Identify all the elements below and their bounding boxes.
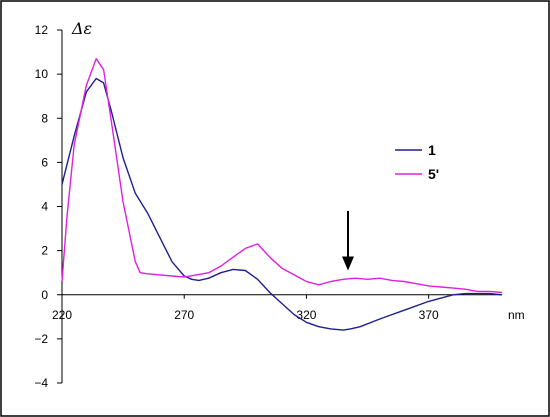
y-tick-label: 2 <box>41 244 48 258</box>
x-axis-ticks: 220 270 320 370 <box>52 294 439 322</box>
x-tick-label: 320 <box>296 308 316 322</box>
legend-label-series-1: 1 <box>428 142 436 158</box>
series-line-5prime <box>61 58 503 294</box>
y-tick-label: 12 <box>35 23 49 37</box>
y-tick-label: 6 <box>41 155 48 169</box>
y-axis-ticks: −4 −2 0 2 4 6 8 10 12 <box>34 23 62 390</box>
x-axis-label: nm <box>508 308 525 322</box>
y-tick-label: 10 <box>35 67 49 81</box>
legend: 1 5' <box>395 142 439 182</box>
arrow-head-icon <box>342 256 354 271</box>
x-tick-label: 270 <box>174 308 194 322</box>
x-tick-label: 370 <box>419 308 439 322</box>
x-tick-label: 220 <box>52 308 72 322</box>
y-tick-label: 0 <box>41 288 48 302</box>
y-axis-label: Δε <box>71 19 92 38</box>
y-tick-label: −2 <box>34 332 48 346</box>
series-line-1 <box>61 77 503 331</box>
legend-label-series-5prime: 5' <box>428 166 439 182</box>
down-arrow-annotation <box>342 210 354 271</box>
y-tick-label: 8 <box>41 111 48 125</box>
y-tick-label: −4 <box>34 376 48 390</box>
y-tick-label: 4 <box>41 200 48 214</box>
series-lines <box>61 58 503 331</box>
